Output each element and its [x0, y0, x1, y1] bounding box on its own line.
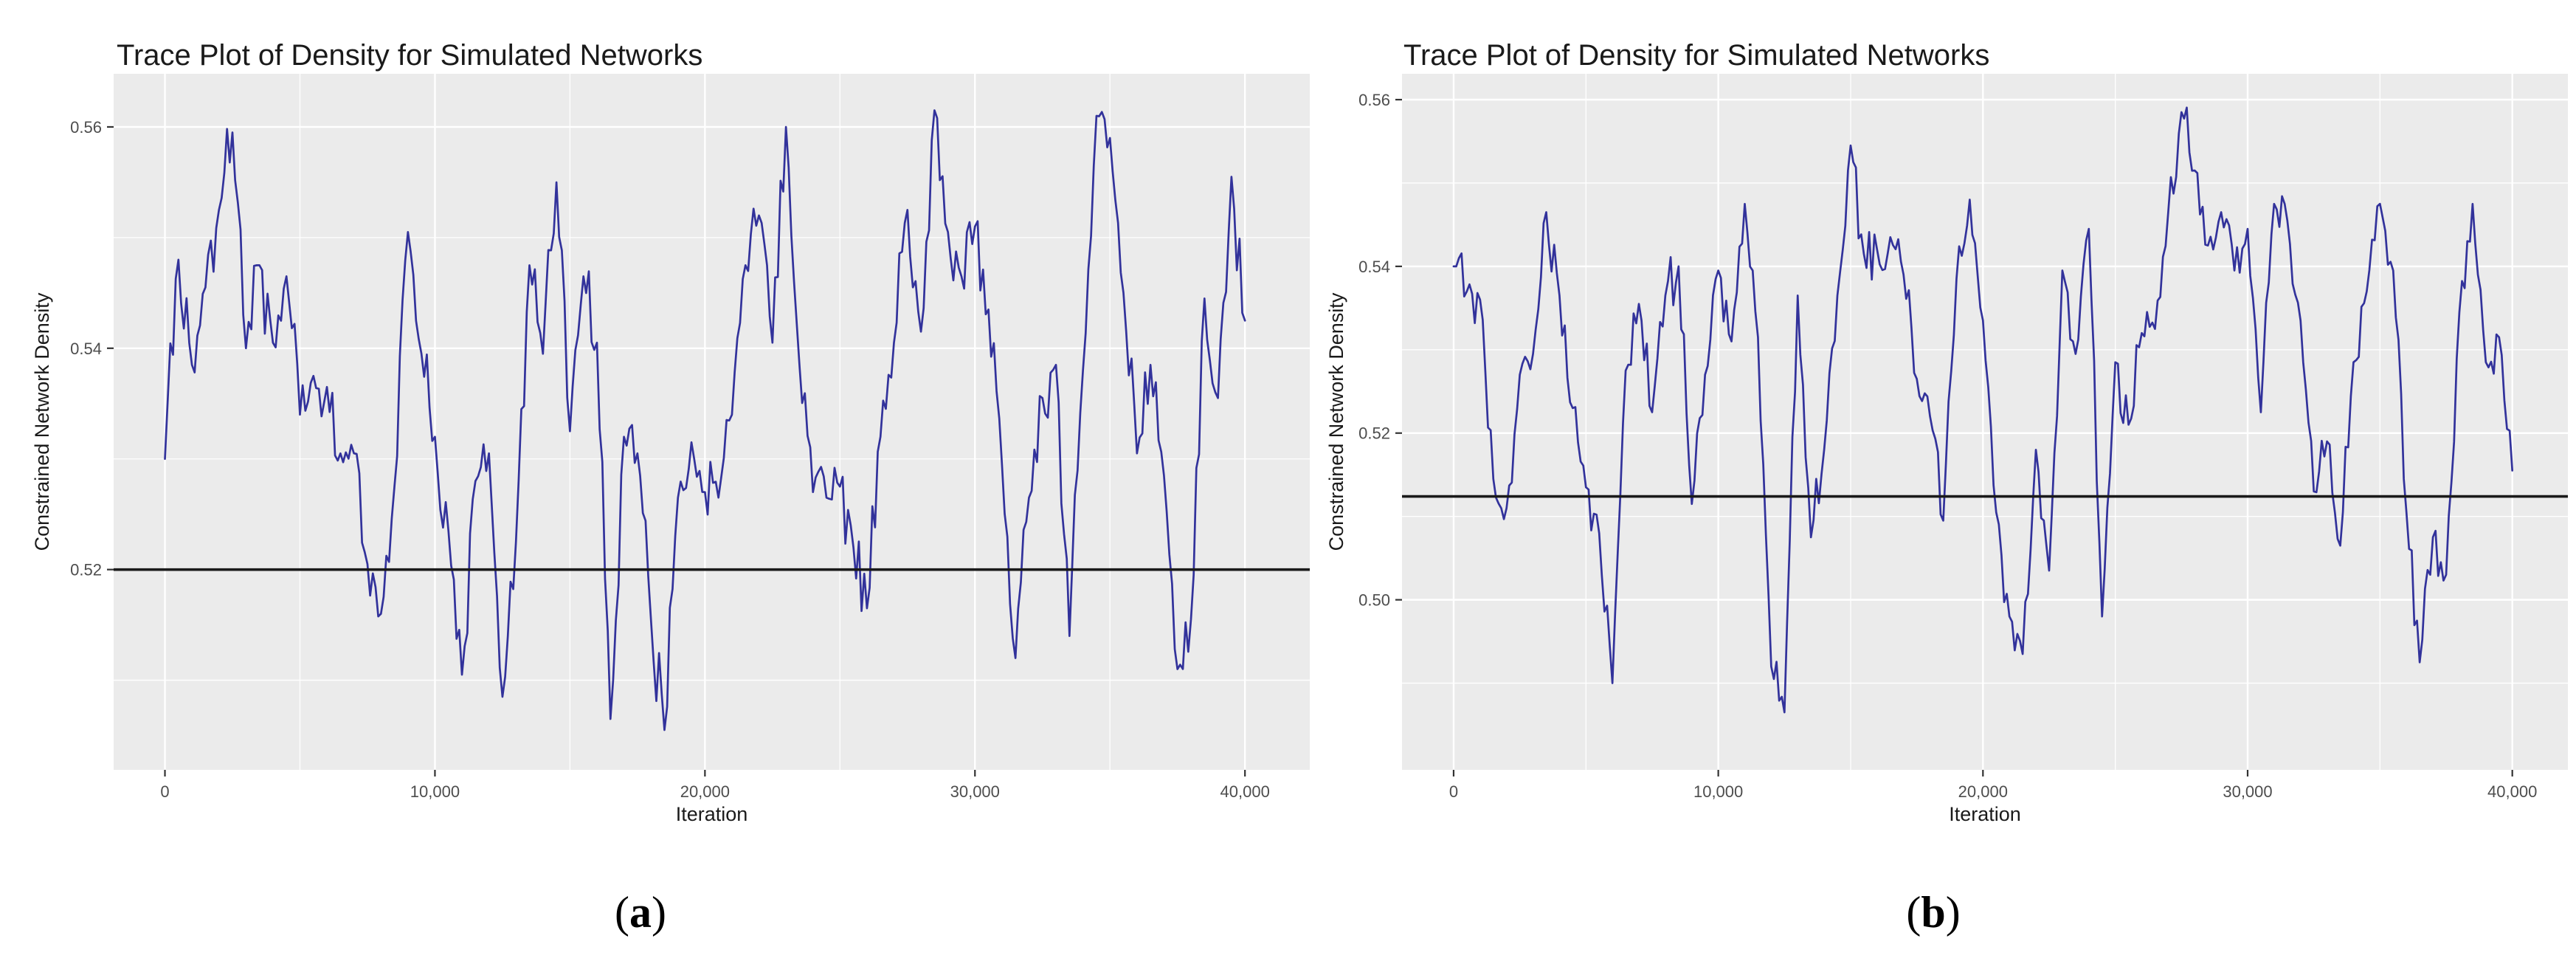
- y-tick-label: 0.56: [1358, 91, 1390, 109]
- caption-paren: (: [1906, 888, 1921, 937]
- caption-letter: b: [1921, 888, 1946, 937]
- y-axis-title: Constrained Network Density: [1325, 292, 1347, 551]
- subfigure-label-b: (b): [1837, 887, 2029, 938]
- y-tick-label: 0.56: [70, 118, 102, 137]
- x-tick-label: 20,000: [1958, 782, 2008, 801]
- axis-ticks: [1395, 98, 2513, 776]
- axis-ticks: [107, 125, 1246, 776]
- trace-plot-a: 0 10,000 20,000 30,000 40,000 0.52 0.54 0.56 Tra…: [31, 39, 1310, 825]
- x-axis-title: Iteration: [1949, 803, 2021, 825]
- major-gridlines: [1402, 74, 2568, 770]
- x-axis-title: Iteration: [676, 803, 748, 825]
- x-tick-label: 0: [1449, 782, 1458, 801]
- caption-paren: (: [615, 888, 629, 937]
- caption-paren: ): [652, 888, 666, 937]
- minor-gridlines: [114, 74, 1310, 770]
- figure-b: 0 10,000 20,000 30,000 40,000 0.50 0.52 0.54 0.5…: [1313, 0, 2576, 978]
- y-tick-label: 0.52: [70, 561, 102, 579]
- x-tick-label: 10,000: [1693, 782, 1743, 801]
- x-tick-label: 20,000: [680, 782, 730, 801]
- x-tick-label: 30,000: [950, 782, 1000, 801]
- figure-a: 0 10,000 20,000 30,000 40,000 0.52 0.54 0.56 Tra…: [31, 39, 1310, 938]
- y-tick-label: 0.54: [70, 340, 102, 358]
- trace-line: [1452, 106, 2514, 714]
- x-tick-label: 10,000: [410, 782, 460, 801]
- chart-title: Trace Plot of Density for Simulated Netw…: [117, 39, 702, 72]
- x-tick-label: 30,000: [2223, 782, 2272, 801]
- y-tick-label: 0.54: [1358, 258, 1390, 276]
- trace-plot-b: 0 10,000 20,000 30,000 40,000 0.50 0.52 0.54 0.5…: [1325, 39, 2568, 825]
- chart-title: Trace Plot of Density for Simulated Netw…: [1403, 39, 1989, 72]
- caption-paren: ): [1945, 888, 1961, 937]
- trace-line: [164, 109, 1246, 731]
- panel-background: [1402, 74, 2568, 770]
- x-tick-label: 40,000: [1220, 782, 1270, 801]
- panel-background: [114, 74, 1310, 770]
- x-tick-label: 0: [160, 782, 169, 801]
- y-tick-label: 0.52: [1358, 424, 1390, 443]
- y-axis-title: Constrained Network Density: [31, 292, 53, 551]
- subfigure-label-a: (a): [545, 887, 736, 938]
- caption-letter: a: [629, 888, 652, 937]
- x-tick-label: 40,000: [2487, 782, 2537, 801]
- y-tick-label: 0.50: [1358, 591, 1390, 610]
